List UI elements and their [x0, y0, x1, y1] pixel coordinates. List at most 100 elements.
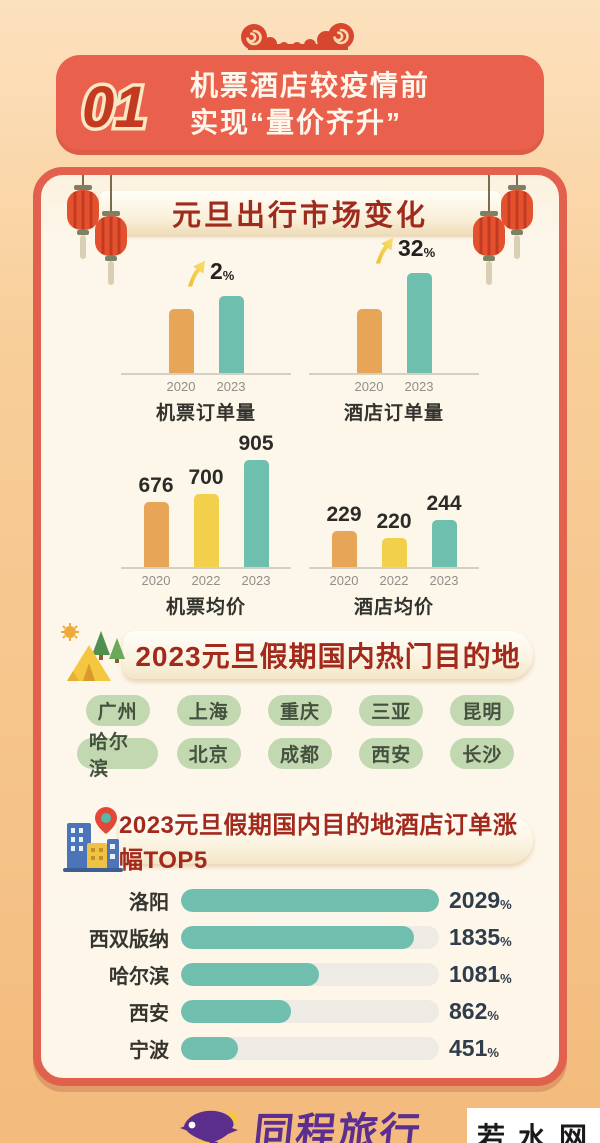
- watermark-box: 若水网: [467, 1108, 600, 1143]
- section-number: 01: [79, 72, 151, 144]
- change-badge: 32%: [373, 237, 435, 265]
- buildings-pin-icon: [63, 807, 123, 872]
- bar-column: 905: [236, 432, 276, 567]
- chart-hotel-orders: 32% 2020 2023 酒店订单量: [309, 237, 479, 425]
- camping-icon: [61, 623, 125, 681]
- top5-bar-track: [181, 963, 439, 986]
- destinations-title: 2023元旦假期国内热门目的地: [135, 641, 521, 672]
- top5-row: 西双版纳 1835%: [69, 924, 531, 952]
- top5-title-row: 2023元旦假期国内目的地酒店订单涨幅TOP5: [41, 807, 559, 874]
- bar-column: 676: [136, 453, 176, 567]
- chart-bars: 229 220 244: [309, 453, 479, 567]
- top5-city-label: 西双版纳: [89, 929, 169, 951]
- bar-value-label: 220: [376, 510, 412, 533]
- top5-title-pill: 2023元旦假期国内目的地酒店订单涨幅TOP5: [119, 812, 533, 874]
- chart-bars: 676 700 905: [121, 432, 291, 567]
- header-banner: 01 机票酒店较疫情前 实现“量价齐升”: [56, 55, 544, 155]
- city-chip: 三亚: [359, 695, 424, 726]
- top5-bar-fill: [181, 926, 415, 949]
- top5-value: 451%: [449, 1035, 499, 1061]
- top5-value: 2029%: [449, 887, 512, 913]
- top5-bar-fill: [181, 1037, 239, 1060]
- top5-city-label: 洛阳: [129, 892, 169, 914]
- bar: [143, 502, 169, 567]
- destinations-title-row: 2023元旦假期国内热门目的地: [41, 623, 559, 683]
- city-chip: 长沙: [450, 738, 515, 769]
- order-charts-row: 2% 2020 2023 机票订单量 32% 2020 2023 酒店订单量: [41, 237, 559, 425]
- city-chips: 广州 上海 重庆 三亚 昆明 哈尔滨 北京 成都 西安 长沙: [77, 695, 523, 780]
- chart-axis: 2020 2022 2023: [121, 567, 291, 588]
- bar-column: [161, 261, 201, 373]
- content-card: 元旦出行市场变化 2% 2020 2023 机票订单量 32% 2020 2023 …: [33, 167, 567, 1086]
- up-arrow-icon: [375, 237, 394, 264]
- top5-row: 宁波 451%: [69, 1035, 531, 1063]
- bar: [168, 309, 194, 373]
- top5-bar-track: [181, 926, 439, 949]
- bar-column: 244: [424, 453, 464, 567]
- header-title-line1: 机票酒店较疫情前: [190, 70, 431, 102]
- top5-bar-fill: [181, 1000, 291, 1023]
- top5-value: 1081%: [449, 961, 512, 987]
- bar: [218, 296, 244, 373]
- city-chip: 上海: [176, 695, 241, 726]
- bar-column: 229: [324, 453, 364, 567]
- header-title-line2: 实现“量价齐升”: [190, 107, 403, 138]
- chart-title: 机票订单量: [155, 403, 256, 424]
- top5-bar-track: [181, 1037, 439, 1060]
- top5-row: 哈尔滨 1081%: [69, 961, 531, 989]
- city-chip: 成都: [267, 738, 332, 769]
- bar: [331, 531, 357, 567]
- change-value: 2: [210, 258, 223, 284]
- top5-bar-track: [181, 1000, 439, 1023]
- market-banner: 元旦出行市场变化: [99, 191, 501, 235]
- market-banner-title: 元旦出行市场变化: [171, 200, 428, 232]
- bar: [243, 460, 269, 567]
- city-chip: 昆明: [450, 695, 515, 726]
- bar-column: 2%: [187, 258, 251, 373]
- lantern-decoration-left: [53, 175, 143, 290]
- chart-flight-price: 676 700 905 2020 2022 2023 机票均价: [121, 432, 291, 619]
- footer: 同程旅行: [0, 1100, 600, 1143]
- section-number-text: 01: [82, 75, 147, 140]
- brand-name: 同程旅行: [251, 1111, 424, 1143]
- axis-tick-label: 2023: [429, 573, 459, 588]
- bar-value-label: 700: [188, 466, 224, 489]
- top5-city-label: 宁波: [129, 1040, 169, 1062]
- chart-axis: 2020 2023: [121, 373, 291, 394]
- header-title: 机票酒店较疫情前 实现“量价齐升”: [190, 68, 430, 142]
- chart-axis: 2020 2022 2023: [309, 567, 479, 588]
- axis-tick-label: 2023: [241, 573, 271, 588]
- bar-value-label: 676: [138, 474, 174, 497]
- city-chip: 广州: [85, 695, 150, 726]
- watermark-text: 若水网: [477, 1122, 600, 1143]
- top5-bar-fill: [181, 963, 319, 986]
- top5-bar-track: [181, 889, 439, 912]
- axis-tick-label: 2020: [329, 573, 359, 588]
- bar: [381, 538, 407, 567]
- bar-value-label: 905: [238, 432, 274, 455]
- top5-row: 西安 862%: [69, 998, 531, 1026]
- axis-tick-label: 2023: [216, 379, 246, 394]
- city-chip: 重庆: [267, 695, 332, 726]
- axis-tick-label: 2020: [166, 379, 196, 394]
- bar-value-label: 244: [426, 492, 462, 515]
- bar: [356, 309, 382, 373]
- change-unit: %: [222, 268, 235, 283]
- top5-bar-fill: [181, 889, 439, 912]
- chart-axis: 2020 2023: [309, 373, 479, 394]
- cloud-decoration: [230, 22, 370, 55]
- axis-tick-label: 2020: [354, 379, 384, 394]
- up-arrow-icon: [187, 260, 206, 287]
- bar: [193, 494, 219, 567]
- chart-title: 酒店均价: [353, 597, 434, 618]
- chart-bars: 32%: [309, 237, 479, 373]
- lantern-icon: [67, 175, 127, 285]
- axis-tick-label: 2020: [141, 573, 171, 588]
- top5-row: 洛阳 2029%: [69, 887, 531, 915]
- chart-flight-orders: 2% 2020 2023 机票订单量: [121, 258, 291, 425]
- price-charts-row: 676 700 905 2020 2022 2023 机票均价 229 220 244 20…: [41, 432, 559, 619]
- cloud-icon: [241, 23, 354, 52]
- top5-value: 1835%: [449, 924, 512, 950]
- bar-column: 32%: [375, 237, 439, 373]
- top5-value: 862%: [449, 998, 499, 1024]
